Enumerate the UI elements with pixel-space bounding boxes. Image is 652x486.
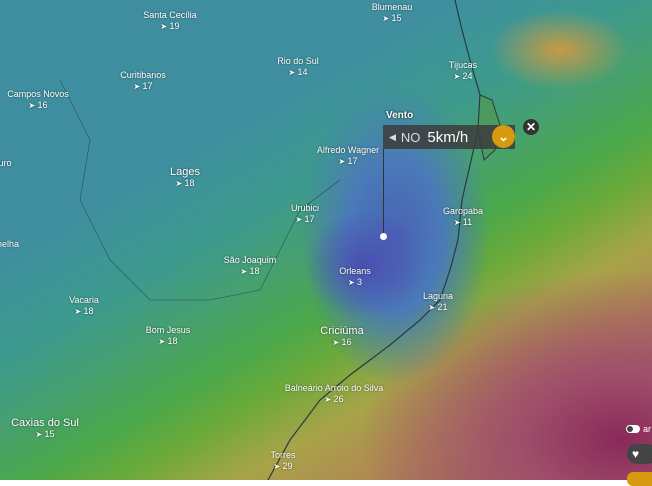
toggle-switch[interactable]: ar	[626, 424, 651, 434]
wind-direction: NO	[400, 129, 421, 145]
city-label: Balneário Arroio do Silva26	[285, 383, 384, 405]
city-label: Alfredo Wagner17	[317, 145, 379, 167]
city-label: Vacaria18	[69, 295, 99, 317]
city-label-partial: uro	[0, 158, 12, 168]
pin-line	[383, 149, 384, 235]
city-label: Curitibanos17	[120, 70, 166, 92]
favorite-button[interactable]: ♥	[627, 444, 652, 464]
city-label: Bom Jesus18	[146, 325, 191, 347]
city-label-partial: nelha	[0, 239, 20, 249]
heart-icon: ♥	[632, 447, 640, 461]
location-pin[interactable]	[380, 233, 387, 240]
popup-title: Vento	[386, 110, 414, 121]
toggle-label: ar	[643, 424, 652, 434]
toggle-icon	[626, 425, 640, 433]
bottom-button[interactable]	[627, 472, 652, 486]
city-label: Caxias do Sul15	[11, 418, 79, 440]
city-label: Campos Novos16	[7, 89, 69, 111]
wind-speed[interactable]: 5km/h	[427, 128, 469, 146]
city-label: São Joaquim18	[224, 255, 277, 277]
city-label: Garopaba11	[443, 206, 483, 228]
city-label: Rio do Sul14	[277, 56, 319, 78]
city-label: Criciúma16	[320, 326, 363, 348]
city-label: Santa Cecília19	[143, 10, 197, 32]
close-icon[interactable]: ✕	[523, 119, 539, 135]
arrow-left-icon: ◀	[389, 131, 396, 142]
city-label: Lages18	[170, 167, 200, 189]
city-label: Torres29	[270, 450, 295, 472]
chevron-down-icon[interactable]: ⌄	[492, 125, 515, 148]
city-label: Laguna21	[423, 291, 453, 313]
city-label: Orleans3	[339, 266, 371, 288]
city-label: Urubici17	[291, 203, 319, 225]
city-label: Tijucas24	[449, 60, 477, 82]
city-label: Blumenau15	[372, 2, 413, 24]
